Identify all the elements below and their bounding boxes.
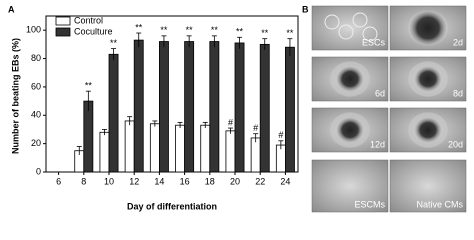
significance-mark: ** <box>110 38 118 48</box>
y-tick-label: 60 <box>31 81 41 91</box>
legend-swatch <box>55 27 71 37</box>
x-tick-label: 10 <box>104 176 114 186</box>
image-label: ESCMs <box>354 199 385 209</box>
x-tick-label: 14 <box>154 176 164 186</box>
bar <box>259 43 270 173</box>
x-axis-label: Day of differentiation <box>127 201 217 211</box>
bar <box>175 124 185 173</box>
micrograph <box>311 159 389 213</box>
plot-frame <box>45 15 299 173</box>
x-tick-label: 8 <box>81 176 86 186</box>
significance-mark: ** <box>135 22 143 32</box>
x-tick-label: 6 <box>56 176 61 186</box>
panel-label: B <box>302 4 309 14</box>
image-label: 8d <box>453 88 463 98</box>
cell-colony <box>352 12 368 28</box>
cell-colony <box>324 14 340 30</box>
bar <box>184 41 195 173</box>
x-tick-label: 12 <box>129 176 139 186</box>
embryoid-body <box>336 117 364 143</box>
image-label: ESCs <box>362 37 386 47</box>
significance-mark: # <box>253 123 258 133</box>
figure: A B Day of differentiation Number of bea… <box>8 4 467 213</box>
legend-swatch <box>55 16 71 26</box>
y-tick-label: 100 <box>26 25 41 35</box>
bar <box>200 124 211 173</box>
bar <box>133 39 144 173</box>
bar <box>234 42 245 173</box>
y-tick-label: 0 <box>36 166 41 176</box>
image-label: 12d <box>370 139 385 149</box>
legend-label: Coculture <box>74 26 113 36</box>
significance-mark: ** <box>286 28 294 38</box>
cell-colony <box>338 24 354 40</box>
y-tick-label: 20 <box>31 138 41 148</box>
y-axis-label: Number of beating EBs (%) <box>10 38 20 154</box>
bar <box>250 137 261 173</box>
bar <box>225 130 236 173</box>
significance-mark: ** <box>160 25 168 35</box>
bar <box>99 131 110 173</box>
y-tick-label: 80 <box>31 53 41 63</box>
micrograph <box>389 159 467 213</box>
significance-mark: ** <box>85 81 93 91</box>
significance-mark: ** <box>211 25 219 35</box>
x-tick-label: 20 <box>230 176 240 186</box>
significance-mark: ** <box>261 28 269 38</box>
bar <box>83 100 94 173</box>
image-label: 2d <box>453 37 463 47</box>
x-tick-label: 18 <box>205 176 215 186</box>
embryoid-body <box>409 10 447 46</box>
significance-mark: # <box>228 117 233 127</box>
x-tick-label: 22 <box>255 176 265 186</box>
bar <box>209 41 220 173</box>
x-tick-label: 24 <box>280 176 290 186</box>
cell-colony <box>362 26 378 42</box>
y-tick-label: 40 <box>31 110 41 120</box>
x-tick-label: 16 <box>180 176 190 186</box>
image-label: Native CMs <box>416 199 463 209</box>
legend-label: Control <box>74 15 103 25</box>
embryoid-body <box>336 66 364 92</box>
micrograph <box>311 5 389 51</box>
image-label: 20d <box>448 139 463 149</box>
panel-label: A <box>8 4 15 14</box>
bar <box>158 41 169 173</box>
bar <box>149 123 160 173</box>
significance-mark: # <box>278 130 283 140</box>
embryoid-body <box>414 117 442 143</box>
significance-mark: ** <box>186 25 194 35</box>
bar <box>108 53 119 173</box>
bar <box>284 46 295 173</box>
significance-mark: ** <box>236 27 244 37</box>
embryoid-body <box>414 66 442 92</box>
image-label: 6d <box>375 88 385 98</box>
bar <box>124 120 135 173</box>
